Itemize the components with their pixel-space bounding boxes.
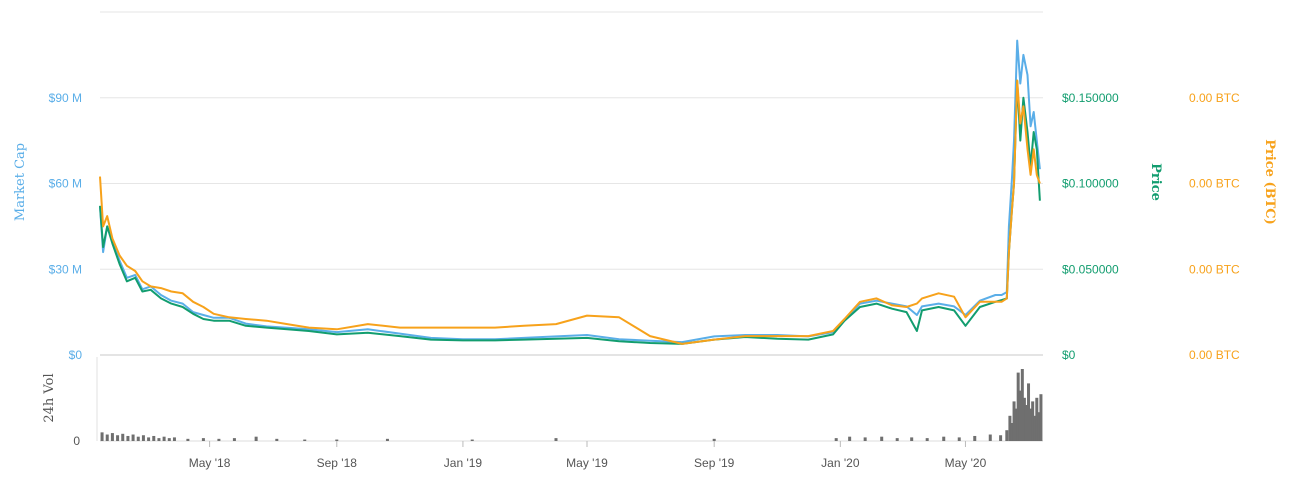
x-tick-label: May '19: [566, 456, 608, 470]
volume-bar: [1018, 390, 1022, 441]
volume-bar: [880, 436, 884, 441]
volume-bar: [863, 437, 867, 441]
price-btc-line: [99, 79, 1041, 345]
volume-bar: [1029, 408, 1033, 441]
x-tick-label: Sep '18: [317, 456, 358, 470]
x-tick-label: Jan '19: [444, 456, 483, 470]
x-tick-label: May '20: [945, 456, 987, 470]
volume-bar: [1022, 397, 1026, 441]
x-tick-label: Sep '19: [694, 456, 735, 470]
volume-bar: [942, 436, 946, 441]
volume-bar: [1020, 369, 1024, 441]
volume-bar: [147, 437, 151, 441]
price-btc-tick-label: 0.00 BTC: [1189, 177, 1240, 191]
volume-bar: [1024, 405, 1028, 441]
series-lines: [99, 39, 1041, 345]
volume-bar: [116, 435, 120, 441]
price-tick-label: $0: [1062, 348, 1076, 362]
volume-bar: [470, 439, 474, 441]
volume-bar: [217, 438, 221, 441]
volume-bar: [848, 436, 852, 441]
volume-bar: [167, 438, 171, 441]
price-btc-axis-title: Price (BTC): [1262, 139, 1277, 225]
volume-bar: [895, 438, 899, 441]
x-tick-label: Jan '20: [821, 456, 860, 470]
price-axis: Price: [1148, 163, 1163, 201]
volume-bar: [121, 433, 125, 441]
volume-bar: [999, 435, 1003, 441]
volume-bar: [254, 436, 258, 441]
volume-bar: [152, 435, 156, 441]
x-tick-label: May '18: [189, 456, 231, 470]
volume-bar: [1012, 401, 1016, 441]
price-tick-label: $0.050000: [1062, 262, 1119, 276]
price-btc-tick-label: 0.00 BTC: [1189, 262, 1240, 276]
tick-labels: May '18 Sep '18 Jan '19 May '19 Sep '19 Jan '…: [49, 91, 1240, 470]
volume-bar: [973, 435, 977, 441]
volume-bar: [105, 434, 109, 441]
volume-bar: [554, 438, 558, 441]
volume-bar: [275, 438, 279, 441]
volume-bar: [834, 438, 838, 441]
volume-bar: [1035, 397, 1039, 441]
volume-bar: [988, 434, 992, 441]
volume-axis: 24h Vol: [42, 373, 57, 422]
market-cap-axis: Market Cap: [13, 143, 28, 221]
market-cap-tick-label: $60 M: [49, 177, 82, 191]
volume-bar: [1005, 430, 1009, 441]
market-cap-tick-label: $0: [69, 348, 83, 362]
volume-bar: [1033, 415, 1037, 441]
volume-bar: [126, 435, 130, 441]
volume-bar: [141, 435, 145, 441]
volume-bar: [910, 437, 914, 441]
market-cap-axis-title: Market Cap: [13, 143, 28, 221]
volume-bar: [232, 438, 236, 441]
price-btc-tick-label: 0.00 BTC: [1189, 348, 1240, 362]
volume-bar: [1037, 412, 1041, 441]
market-cap-line: [99, 39, 1041, 344]
price-btc-tick-label: 0.00 BTC: [1189, 91, 1240, 105]
market-cap-tick-label: $30 M: [49, 262, 82, 276]
volume-bar: [1016, 372, 1020, 441]
volume-bar: [186, 438, 190, 441]
volume-bar: [201, 438, 205, 441]
volume-bar: [100, 432, 104, 441]
volume-bars: [100, 369, 1043, 441]
volume-bar: [136, 436, 140, 441]
volume-bar: [385, 438, 389, 441]
volume-axis-title: 24h Vol: [42, 373, 57, 422]
volume-bar: [1031, 401, 1035, 441]
volume-bar: [335, 439, 339, 441]
price-axis-title: Price: [1148, 163, 1163, 201]
volume-bar: [172, 437, 176, 441]
volume-bar: [303, 439, 307, 441]
price-tick-label: $0.150000: [1062, 91, 1119, 105]
volume-bar: [1027, 383, 1031, 441]
gridlines: [96, 11, 1043, 447]
market-cap-tick-label: $90 M: [49, 91, 82, 105]
volume-bar: [157, 438, 161, 441]
volume-bar: [1010, 423, 1014, 441]
volume-bar: [131, 434, 135, 441]
volume-bar: [162, 436, 166, 441]
volume-bar: [1039, 394, 1043, 441]
volume-bar: [712, 438, 716, 441]
price-tick-label: $0.100000: [1062, 177, 1119, 191]
volume-tick-label: 0: [73, 434, 80, 448]
volume-bar: [925, 438, 929, 441]
volume-bar: [110, 433, 114, 441]
price-btc-axis: Price (BTC): [1262, 139, 1277, 225]
volume-bar: [1014, 408, 1018, 441]
volume-bar: [1008, 415, 1012, 441]
volume-bar: [957, 437, 961, 441]
